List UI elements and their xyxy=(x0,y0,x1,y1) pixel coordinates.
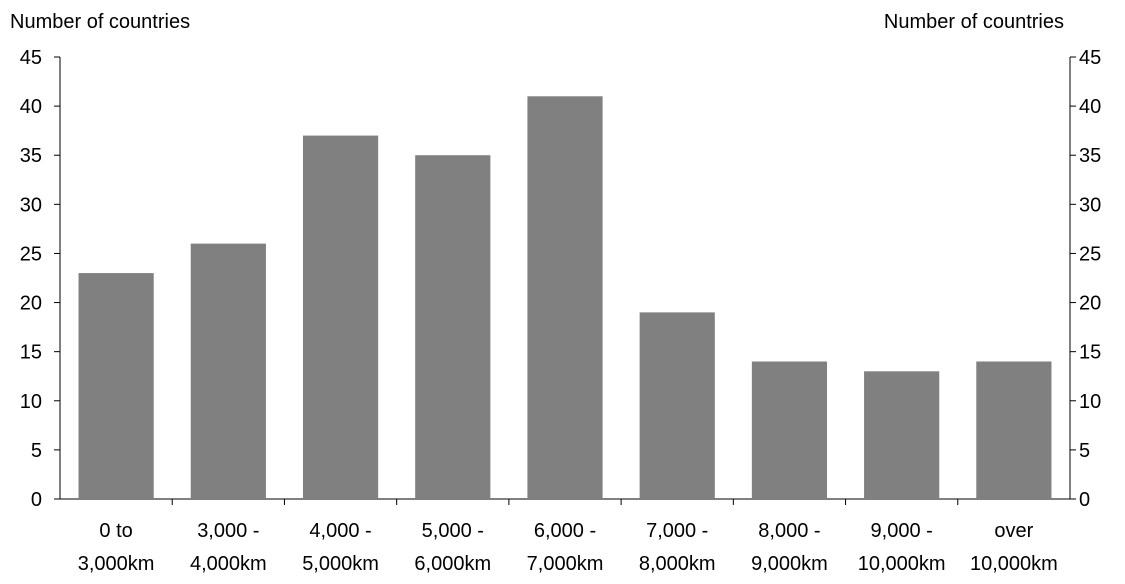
bar xyxy=(302,135,379,499)
left-y-tick-label: 10 xyxy=(20,391,42,413)
bar xyxy=(527,96,603,499)
bar xyxy=(639,312,715,499)
x-category-label: 7,000 - xyxy=(646,520,708,542)
bar xyxy=(415,155,491,499)
x-category-label: 3,000 - xyxy=(197,520,259,542)
plot-area: 0 0 5 5 10 10 15 15 20 20 25 25 30 30 35 35 40 40 45 45 0 to… xyxy=(20,47,1102,575)
bar xyxy=(190,243,266,499)
x-category-label: 9,000 - xyxy=(871,520,933,542)
x-category-label: 9,000km xyxy=(751,553,828,575)
right-axis-title: Number of countries xyxy=(884,11,1064,33)
x-category-label: over xyxy=(994,520,1033,542)
right-y-tick-label: 30 xyxy=(1079,194,1101,216)
right-y-tick-label: 20 xyxy=(1079,293,1101,315)
bar xyxy=(976,361,1052,499)
bar xyxy=(78,273,154,499)
left-y-tick-label: 45 xyxy=(20,47,42,69)
x-category-label: 6,000 - xyxy=(534,520,596,542)
right-y-tick-label: 25 xyxy=(1079,243,1101,265)
right-y-tick-label: 45 xyxy=(1079,47,1101,69)
left-y-tick-label: 35 xyxy=(20,145,42,167)
x-category-label: 8,000km xyxy=(639,553,716,575)
left-y-tick-label: 5 xyxy=(31,440,42,462)
right-y-tick-label: 35 xyxy=(1079,145,1101,167)
x-category-label: 6,000km xyxy=(414,553,491,575)
right-y-tick-label: 10 xyxy=(1079,391,1101,413)
x-category-label: 8,000 - xyxy=(758,520,820,542)
x-category-label: 10,000km xyxy=(970,553,1058,575)
right-y-tick-label: 15 xyxy=(1079,342,1101,364)
x-category-label: 4,000km xyxy=(190,553,267,575)
bar xyxy=(751,361,828,499)
left-y-tick-label: 25 xyxy=(20,243,42,265)
left-y-tick-label: 0 xyxy=(31,489,42,511)
x-category-label: 10,000km xyxy=(858,553,946,575)
left-y-tick-label: 40 xyxy=(20,96,42,118)
left-axis-title: Number of countries xyxy=(10,11,190,33)
x-category-label: 5,000km xyxy=(302,553,379,575)
left-y-tick-label: 30 xyxy=(20,194,42,216)
left-y-tick-label: 20 xyxy=(20,293,42,315)
x-category-label: 5,000 - xyxy=(422,520,484,542)
x-category-label: 3,000km xyxy=(78,553,155,575)
bar xyxy=(864,371,940,499)
right-y-tick-label: 5 xyxy=(1079,440,1090,462)
x-category-label: 7,000km xyxy=(527,553,604,575)
x-category-label: 0 to xyxy=(99,520,132,542)
right-y-tick-label: 40 xyxy=(1079,96,1101,118)
right-y-tick-label: 0 xyxy=(1079,489,1090,511)
x-category-label: 4,000 - xyxy=(309,520,371,542)
left-y-tick-label: 15 xyxy=(20,342,42,364)
